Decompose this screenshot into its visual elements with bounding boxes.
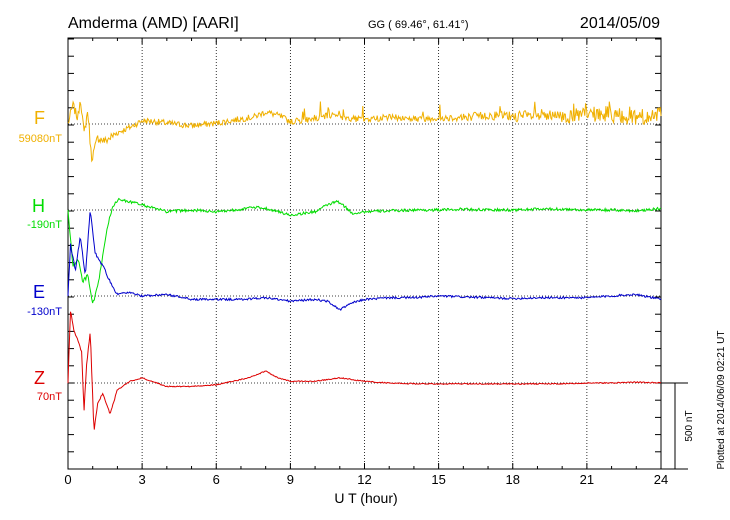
- plotted-note: Plotted at 2014/06/09 02:21 UT: [716, 331, 727, 470]
- series-group: [67, 100, 662, 430]
- scale-bar: 500 nT: [661, 382, 695, 470]
- x-tick-label-6: 6: [213, 472, 220, 487]
- series-line-H: [67, 197, 662, 304]
- date-label: 2014/05/09: [580, 15, 660, 32]
- label-H: H: [32, 196, 45, 216]
- x-tick-label-18: 18: [506, 472, 520, 487]
- vertical-grid: [141, 38, 588, 469]
- x-axis-ticks: 0 3 6 9 12 15 18 21 24: [64, 38, 668, 487]
- label-E: E: [33, 282, 45, 302]
- x-tick-label-21: 21: [580, 472, 594, 487]
- label-Z: Z: [34, 368, 45, 388]
- x-tick-label-15: 15: [431, 472, 445, 487]
- baseline-E: -130nT: [27, 306, 62, 318]
- scale-bar-label: 500 nT: [684, 410, 695, 441]
- x-axis-label: U T (hour): [334, 490, 397, 506]
- x-tick-label-0: 0: [64, 472, 71, 487]
- x-tick-label-24: 24: [654, 472, 668, 487]
- x-tick-label-12: 12: [357, 472, 371, 487]
- x-tick-label-3: 3: [139, 472, 146, 487]
- series-line-F: [67, 100, 662, 163]
- series-line-Z: [67, 311, 662, 430]
- x-tick-label-9: 9: [287, 472, 294, 487]
- baseline-Z: 70nT: [37, 391, 62, 403]
- coordinates-label: GG ( 69.46°, 61.41°): [368, 19, 469, 31]
- station-title: Amderma (AMD) [AARI]: [68, 15, 239, 32]
- series-line-E: [67, 212, 662, 311]
- baseline-F: 59080nT: [19, 133, 63, 145]
- label-F: F: [34, 108, 45, 128]
- baseline-H: -190nT: [27, 219, 62, 231]
